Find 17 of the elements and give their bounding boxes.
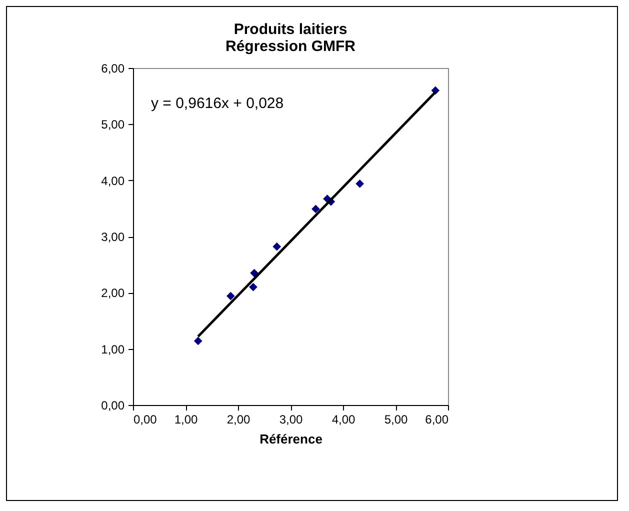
- annotation: y = 0,9616x + 0,028: [151, 95, 284, 112]
- x-tick-label: 1,00: [174, 412, 198, 426]
- y-tick-label: 4,00: [101, 174, 125, 188]
- x-tick-label: 5,00: [384, 412, 408, 426]
- y-tick-label: 1,00: [101, 342, 125, 356]
- x-tick-label: 6,00: [425, 412, 449, 426]
- chart-title: Produits laitiers Régression GMFR: [225, 21, 356, 55]
- y-tick-label: 2,00: [101, 286, 125, 300]
- y-tick-label: 5,00: [101, 118, 125, 132]
- x-axis-title: Référence: [260, 432, 322, 446]
- x-tick-label: 4,00: [332, 412, 356, 426]
- y-tick-label: 3,00: [101, 230, 125, 244]
- y-tick-label: 6,00: [101, 62, 125, 76]
- x-tick-label: 0,00: [134, 412, 158, 426]
- x-tick-label: 2,00: [226, 412, 250, 426]
- y-tick-label: 0,00: [101, 398, 125, 412]
- x-tick-label: 3,00: [279, 412, 303, 426]
